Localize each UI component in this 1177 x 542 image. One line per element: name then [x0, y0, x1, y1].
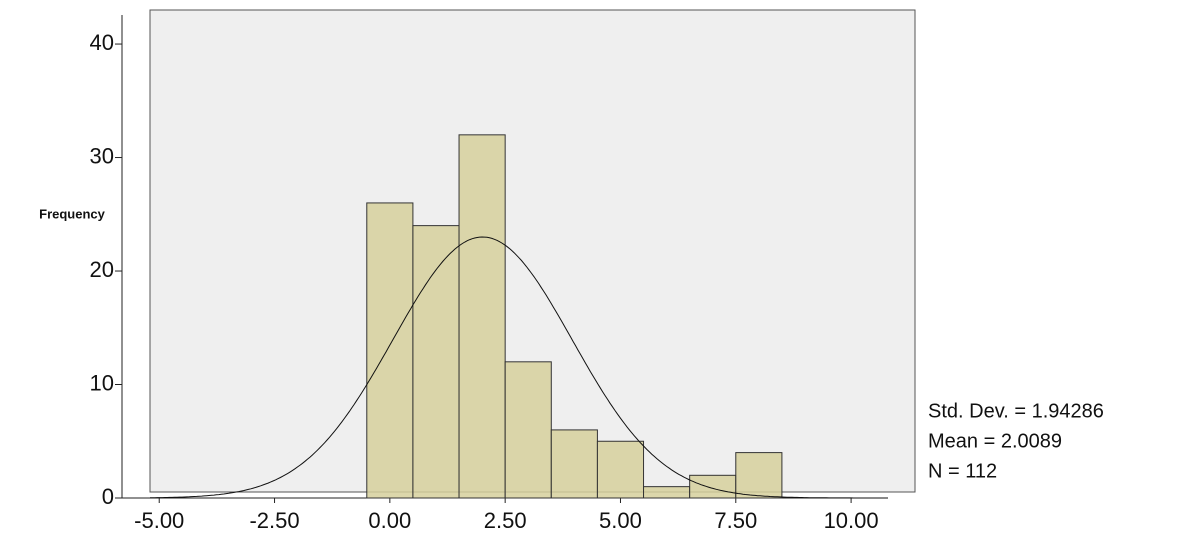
- x-tick-label: -5.00: [134, 508, 184, 533]
- x-tick-label: 7.50: [714, 508, 757, 533]
- x-tick-label: 0.00: [368, 508, 411, 533]
- y-tick-label: 30: [90, 143, 114, 168]
- bar: [505, 362, 551, 498]
- y-axis-label: Frequency: [39, 206, 106, 221]
- bar: [367, 203, 413, 498]
- bar: [736, 453, 782, 498]
- bar: [413, 226, 459, 498]
- y-tick-label: 20: [90, 257, 114, 282]
- x-tick-label: 2.50: [484, 508, 527, 533]
- stat-label: Mean = 2.0089: [928, 430, 1062, 452]
- x-tick-label: -2.50: [249, 508, 299, 533]
- y-tick-label: 40: [90, 30, 114, 55]
- x-tick-label: 10.00: [824, 508, 879, 533]
- bar: [644, 487, 690, 498]
- bar: [597, 441, 643, 498]
- y-tick-label: 0: [102, 484, 114, 509]
- y-tick-label: 10: [90, 370, 114, 395]
- stat-label: N = 112: [928, 460, 997, 482]
- bar: [551, 430, 597, 498]
- bar: [459, 135, 505, 498]
- chart: Frequency 0 10 20 30 40 -5.00 -2.50 0.00 2.50 5.0…: [0, 0, 1177, 542]
- stat-label: Std. Dev. = 1.94286: [928, 400, 1104, 422]
- x-tick-label: 5.00: [599, 508, 642, 533]
- bar: [690, 475, 736, 498]
